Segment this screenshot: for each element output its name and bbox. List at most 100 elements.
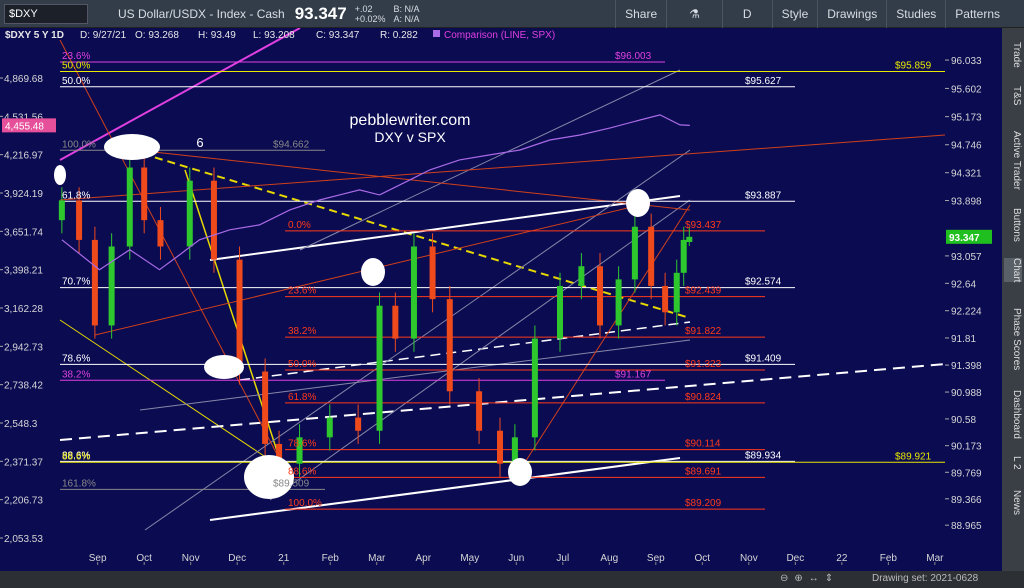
- level-label: $95.627: [745, 76, 782, 87]
- y-tick-label: 92.64: [951, 279, 976, 290]
- side-tab[interactable]: L 2: [1011, 456, 1022, 470]
- y-tick-label: 92.224: [951, 307, 982, 318]
- candle-body: [157, 220, 164, 247]
- ellipse: [508, 458, 532, 486]
- drawing-set[interactable]: Drawing set: 2021-0628: [872, 573, 979, 584]
- status-bar: ⊖⊕↔⇕ Drawing set: 2021-0628: [0, 571, 1024, 588]
- candle-body: [686, 236, 693, 243]
- fib-label: 88.6%: [62, 451, 90, 462]
- candle-body: [58, 200, 65, 221]
- fib-label: 0.0%: [288, 220, 311, 231]
- fib-label: 23.6%: [288, 286, 316, 297]
- ask: A: N/A: [393, 13, 420, 24]
- fib-label: 61.8%: [288, 392, 316, 403]
- y-tick-label: 95.173: [951, 113, 982, 124]
- y-tick-label: 93.898: [951, 197, 982, 208]
- candle-body: [376, 305, 383, 431]
- trend-line: [209, 195, 681, 261]
- side-tab[interactable]: Trade: [1011, 42, 1022, 68]
- share-button[interactable]: Share: [615, 0, 666, 28]
- symbol-input[interactable]: $DXY: [4, 3, 88, 24]
- side-panel: Trade T&S Active Trader Buttons Chart Ph…: [1002, 28, 1024, 572]
- trend-line: [59, 134, 945, 201]
- fib-label: 100.0%: [62, 139, 96, 150]
- x-tick-label: Nov: [740, 553, 758, 564]
- x-tick-label: 21: [278, 553, 290, 564]
- candle-body: [392, 305, 399, 339]
- info-line: $DXY 5 Y 1D D: 9/27/21 O: 93.268 H: 93.4…: [5, 30, 555, 41]
- annotation: DXY v SPX: [374, 129, 446, 145]
- info-open: O: 93.268: [135, 30, 179, 41]
- fib-label: 88.6%: [288, 466, 316, 477]
- y2-tick-label: 4,869.68: [4, 74, 43, 85]
- highlight-ellipses: [54, 134, 650, 499]
- y-tick-label: 94.746: [951, 141, 982, 152]
- side-tab[interactable]: News: [1011, 490, 1022, 516]
- candle-body: [597, 266, 603, 326]
- x-tick-label: Mar: [926, 553, 944, 564]
- change-box: +.02 +0.02%: [355, 4, 386, 24]
- change-pct: +0.02%: [354, 13, 386, 24]
- y-tick-label: 96.033: [951, 56, 982, 67]
- y-tick-label: 90.173: [951, 442, 982, 453]
- side-tab[interactable]: Chart: [1004, 258, 1022, 283]
- side-tab[interactable]: Buttons: [1011, 208, 1022, 242]
- level-label: $91.822: [685, 326, 722, 337]
- fib-label: 70.7%: [62, 277, 90, 288]
- fib-label: 23.6%: [62, 51, 90, 62]
- side-tab[interactable]: Phase Scores: [1011, 308, 1022, 371]
- candle-body: [673, 272, 680, 313]
- x-tick-label: Mar: [368, 553, 386, 564]
- fib-label: 100.0%: [288, 498, 322, 509]
- candle-body: [557, 285, 563, 339]
- patterns-button[interactable]: Patterns: [945, 0, 1024, 28]
- y2-tick-label: 4,216.97: [4, 151, 43, 162]
- fib-label: 38.2%: [62, 369, 90, 380]
- fib-label: 38.2%: [288, 326, 316, 337]
- x-tick-label: Oct: [136, 553, 152, 564]
- description: US Dollar/USDX - Index - Cash: [118, 6, 285, 21]
- fib-label: 61.8%: [62, 190, 90, 201]
- y2-tick-label: 2,206.73: [4, 496, 43, 507]
- level-label: $93.887: [745, 190, 782, 201]
- flask-button[interactable]: ⚗: [666, 0, 722, 28]
- info-symbol: $DXY 5 Y 1D: [5, 30, 64, 41]
- side-tab[interactable]: Dashboard: [1011, 390, 1022, 439]
- y2-tick-label: 3,398.21: [4, 266, 43, 277]
- fib-label: 78.6%: [288, 439, 316, 450]
- y2-tick-label: 2,738.42: [4, 381, 43, 392]
- spx-price-label: 4,455.48: [5, 121, 44, 132]
- x-tick-label: Feb: [880, 553, 898, 564]
- trend-line: [209, 457, 681, 521]
- ellipse: [104, 134, 160, 160]
- period-button[interactable]: D: [721, 0, 772, 28]
- candle-body: [662, 285, 669, 313]
- y-tick-label: 94.321: [951, 169, 982, 180]
- candle-body: [578, 266, 585, 286]
- y2-tick-label: 2,548.3: [4, 419, 38, 430]
- level-label: $90.114: [685, 439, 721, 450]
- y2-tick-label: 3,651.74: [4, 227, 43, 238]
- candle-body: [429, 246, 436, 300]
- level-label: $92.574: [745, 277, 782, 288]
- drawings-under: [59, 28, 945, 531]
- level-label: $96.003: [615, 51, 652, 62]
- studies-button[interactable]: Studies: [886, 0, 945, 28]
- side-tab[interactable]: T&S: [1011, 86, 1022, 106]
- side-tab[interactable]: Active Trader: [1011, 131, 1022, 190]
- trend-line: [134, 149, 691, 211]
- candle-body: [680, 239, 687, 273]
- drawings-button[interactable]: Drawings: [817, 0, 886, 28]
- level-label: $95.859: [895, 60, 932, 71]
- info-close: C: 93.347: [316, 30, 360, 41]
- info-range: R: 0.282: [380, 30, 418, 41]
- candle-body: [326, 417, 333, 438]
- zoom-icons[interactable]: ⊖⊕↔⇕: [780, 573, 840, 584]
- fib-label: 78.6%: [62, 353, 90, 364]
- style-button[interactable]: Style: [771, 0, 818, 28]
- x-tick-label: Feb: [322, 553, 340, 564]
- candle-body: [476, 391, 483, 431]
- y2-tick-label: 3,924.19: [4, 189, 43, 200]
- level-label: $91.323: [685, 359, 722, 370]
- y-tick-label: 88.965: [951, 521, 982, 532]
